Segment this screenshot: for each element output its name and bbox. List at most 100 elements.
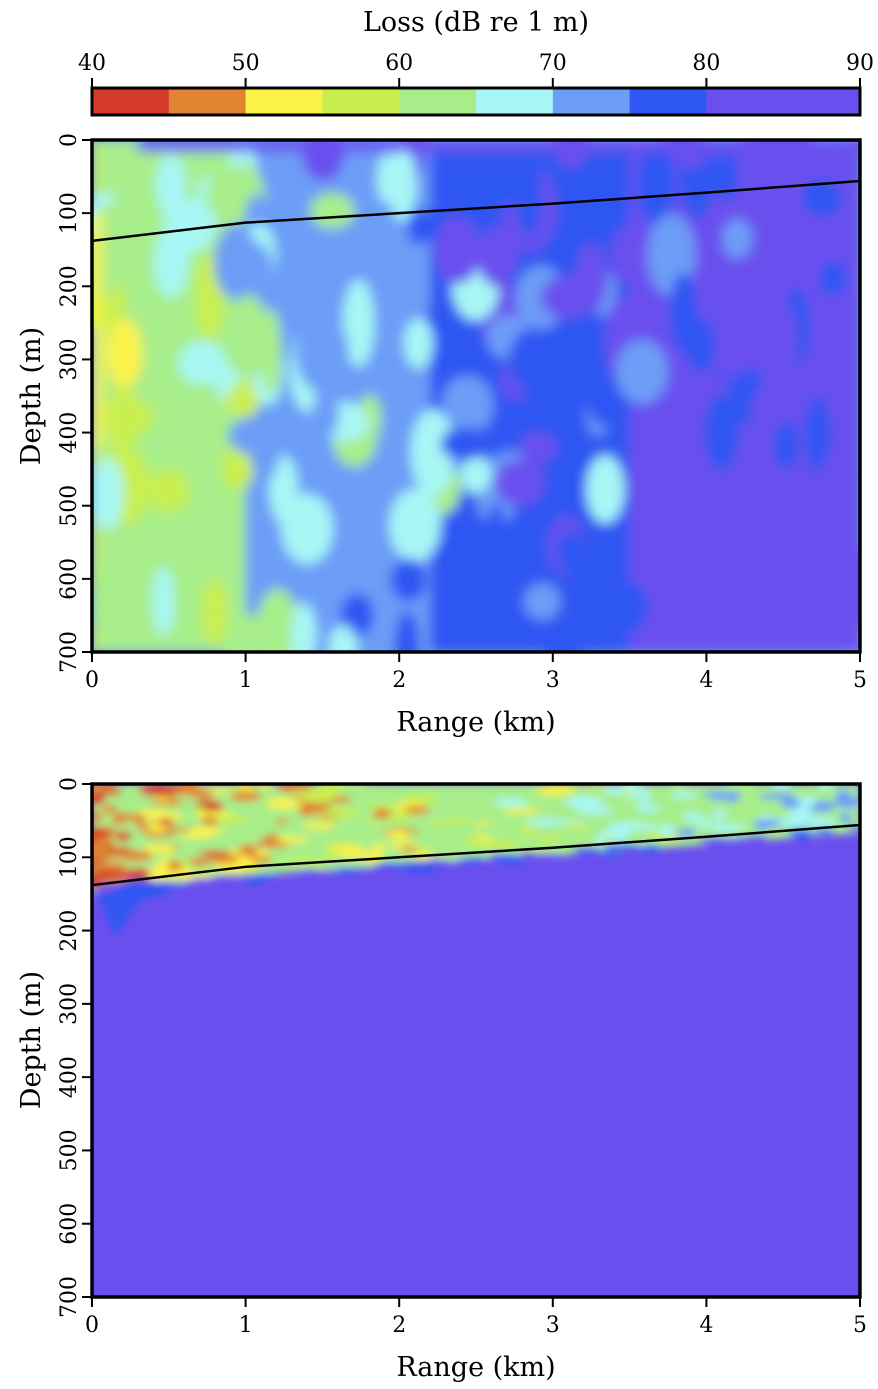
duct-streak: [163, 813, 183, 819]
duct-streak: [299, 794, 333, 802]
duct-streak: [111, 813, 127, 825]
loss-patch: [495, 460, 544, 507]
y-tick-label: 200: [57, 265, 82, 307]
duct-streak: [275, 819, 288, 825]
duct-streak: [84, 827, 111, 837]
duct-streak: [343, 811, 359, 818]
loss-patch: [92, 458, 124, 530]
colorbar-title: Loss (dB re 1 m): [363, 7, 589, 38]
boundary-fringe: [243, 877, 267, 883]
duct-streak: [635, 830, 654, 835]
duct-streak: [565, 796, 603, 807]
boundary-fringe: [572, 847, 600, 853]
top-x-axis-label: Range (km): [396, 707, 555, 738]
loss-patch: [214, 224, 258, 300]
boundary-fringe: [748, 835, 768, 841]
duct-streak: [616, 807, 636, 818]
duct-streak: [166, 827, 192, 831]
duct-streak: [181, 832, 215, 839]
duct-streak: [155, 797, 170, 801]
duct-streak: [473, 796, 488, 800]
duct-streak: [102, 851, 129, 855]
duct-streak: [158, 819, 174, 826]
boundary-fringe: [155, 882, 183, 888]
duct-streak: [636, 801, 653, 806]
duct-streak: [139, 785, 177, 797]
loss-patch: [313, 383, 338, 439]
y-tick-label: 400: [57, 1056, 82, 1098]
colorbar-tick-label: 60: [385, 51, 413, 76]
duct-streak: [311, 865, 328, 870]
duct-streak: [536, 835, 562, 842]
boundary-fringe: [599, 850, 623, 856]
colorbar-tick-label: 80: [692, 51, 720, 76]
duct-streak: [564, 823, 587, 830]
loss-patch: [730, 308, 782, 344]
loss-patch: [519, 432, 557, 464]
colorbar-band: [399, 88, 476, 115]
top-y-axis-label: Depth (m): [16, 327, 47, 465]
duct-streak: [524, 819, 564, 826]
x-tick-label: 3: [546, 1313, 560, 1338]
duct-streak: [693, 823, 718, 828]
loss-patch: [404, 319, 433, 369]
loss-patch: [291, 603, 316, 668]
duct-streak: [489, 822, 517, 829]
colorbar-band: [783, 88, 860, 115]
duct-streak: [536, 787, 576, 796]
boundary-fringe: [499, 858, 526, 864]
loss-patch: [201, 579, 227, 645]
duct-streak: [712, 810, 727, 819]
colorbar: Loss (dB re 1 m) 40 50 60 70 80 90: [78, 7, 874, 115]
x-tick-label: 1: [239, 668, 253, 693]
colorbar-band: [476, 88, 553, 115]
duct-streak: [93, 870, 124, 878]
duct-streak: [275, 836, 309, 842]
duct-streak: [834, 797, 862, 808]
duct-streak: [404, 806, 429, 814]
loss-patch: [303, 126, 345, 181]
loss-patch: [722, 219, 752, 259]
boundary-fringe: [193, 878, 213, 884]
duct-streak: [496, 792, 525, 797]
duct-streak: [238, 844, 258, 856]
duct-streak: [417, 847, 432, 853]
duct-streak: [266, 798, 298, 809]
loss-patch: [149, 469, 189, 512]
duct-streak: [657, 825, 676, 835]
duct-streak: [323, 851, 340, 859]
boundary-fringe: [402, 866, 435, 872]
y-tick-label: 700: [57, 631, 82, 673]
duct-streak: [839, 813, 852, 823]
loss-patch: [178, 341, 226, 385]
loss-patch: [154, 225, 188, 298]
boundary-fringe: [301, 870, 341, 876]
duct-streak: [624, 793, 639, 798]
y-tick-label: 600: [57, 1203, 82, 1245]
bottom-panel: 0 1 2 3 4 50100200300400500600700 Range (km) …: [16, 777, 868, 1383]
loss-patch: [403, 520, 424, 553]
top-loss-field: [72, 104, 878, 690]
duct-streak: [95, 791, 125, 795]
loss-patch: [106, 318, 142, 388]
boundary-fringe: [794, 833, 812, 839]
boundary-fringe: [814, 829, 835, 835]
duct-streak: [208, 854, 240, 864]
loss-patch: [828, 516, 853, 597]
boundary-fringe: [210, 875, 246, 881]
duct-streak: [519, 826, 537, 835]
y-tick-label: 300: [57, 983, 82, 1025]
duct-streak: [776, 817, 815, 826]
y-tick-label: 500: [57, 485, 82, 527]
loss-patch: [774, 420, 799, 470]
duct-streak: [501, 808, 540, 813]
colorbar-band: [92, 88, 169, 115]
duct-streak: [436, 840, 458, 846]
loss-patch: [611, 227, 640, 285]
y-tick-label: 0: [57, 133, 82, 147]
boundary-fringe: [432, 863, 466, 869]
y-tick-label: 600: [57, 558, 82, 600]
duct-streak: [671, 791, 696, 798]
duct-streak: [301, 802, 332, 812]
boundary-fringe: [125, 887, 162, 893]
